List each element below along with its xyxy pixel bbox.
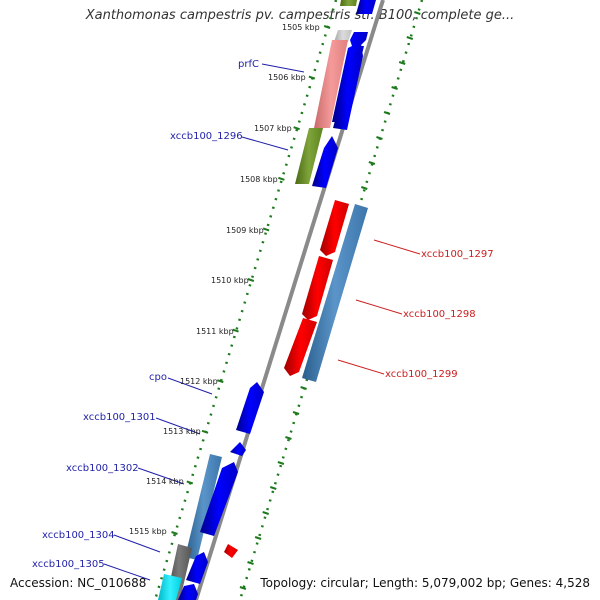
gene-label-xccb100-1305[interactable]: xccb100_1305 xyxy=(32,559,105,570)
gene-blue-arrow-2 xyxy=(333,44,363,130)
tick-mark xyxy=(232,328,239,333)
gene-label-cpo[interactable]: cpo xyxy=(149,372,167,383)
gene-block-cyan-1305 xyxy=(158,574,182,600)
gene-blue-arrow-3 xyxy=(312,136,338,188)
grid-dash xyxy=(269,486,277,490)
tick-label-1511: 1511 kbp xyxy=(196,327,234,336)
tick-mark xyxy=(323,25,331,29)
tick-label-1514: 1514 kbp xyxy=(146,477,184,486)
grid-dash xyxy=(360,186,368,190)
gene-label-prfC[interactable]: prfC xyxy=(238,59,259,70)
genome-summary-text: Topology: circular; Length: 5,079,002 bp… xyxy=(260,576,590,590)
grid-dash xyxy=(368,161,376,165)
grid-line-left xyxy=(153,0,338,600)
gene-label-xccb100-1299[interactable]: xccb100_1299 xyxy=(385,369,458,380)
gene-blue-top xyxy=(356,0,376,14)
grid-dash xyxy=(406,36,414,40)
gene-label-xccb100-1302[interactable]: xccb100_1302 xyxy=(66,463,139,474)
gene-block-steel-1302 xyxy=(185,454,222,560)
tick-mark xyxy=(201,429,209,434)
gene-red-1297 xyxy=(320,200,349,256)
grid-dash xyxy=(262,511,270,515)
tick-mark xyxy=(216,379,224,384)
label-leaders xyxy=(103,63,421,581)
grid-dash xyxy=(247,561,254,565)
tick-label-1507: 1507 kbp xyxy=(254,124,292,133)
map-title: Xanthomonas campestris pv. campestris st… xyxy=(85,8,515,23)
gene-label-xccb100-1296[interactable]: xccb100_1296 xyxy=(170,131,243,142)
tick-label-1515: 1515 kbp xyxy=(129,527,167,536)
gene-label-xccb100-1304[interactable]: xccb100_1304 xyxy=(42,530,115,541)
tick-label-1508: 1508 kbp xyxy=(240,175,278,184)
gene-red-1298 xyxy=(302,256,333,320)
grid-dash xyxy=(239,586,247,590)
grid-dash xyxy=(376,136,383,140)
tick-mark xyxy=(247,278,255,282)
gene-blue-arrow-1305 xyxy=(178,584,198,600)
gene-blue-small xyxy=(230,442,246,456)
grid-dash xyxy=(383,111,391,115)
tick-label-1510: 1510 kbp xyxy=(211,276,249,285)
gene-red-small-bottom xyxy=(224,544,238,558)
tick-marks xyxy=(171,25,331,535)
grid-dash xyxy=(254,536,262,540)
gene-steel-1297-1299 xyxy=(302,204,368,382)
gene-block-lightgray xyxy=(334,30,352,42)
gene-label-xccb100-1298[interactable]: xccb100_1298 xyxy=(403,309,476,320)
grid-dash xyxy=(277,461,285,465)
accession-text: Accession: NC_010688 xyxy=(10,576,147,590)
gene-label-xccb100-1297[interactable]: xccb100_1297 xyxy=(421,249,494,260)
grid-dash xyxy=(414,11,421,15)
gene-blue-arrow-1302 xyxy=(200,462,238,536)
grid-dash xyxy=(391,86,398,90)
gene-block-olive xyxy=(295,128,323,184)
tick-mark xyxy=(293,126,300,131)
tick-mark xyxy=(278,176,285,181)
grid-dash xyxy=(398,61,406,65)
tick-label-1513: 1513 kbp xyxy=(163,427,201,436)
tick-mark xyxy=(262,227,270,232)
gene-label-xccb100-1301[interactable]: xccb100_1301 xyxy=(83,412,156,423)
tick-mark xyxy=(308,75,316,80)
gene-prfC-pink xyxy=(314,40,348,128)
gene-red-1299 xyxy=(284,318,317,376)
grid-line-right xyxy=(238,0,424,600)
tick-label-1512: 1512 kbp xyxy=(180,377,218,386)
grid-dash xyxy=(292,411,300,415)
gene-blue-cpo-arrow xyxy=(236,382,264,434)
grid-dash xyxy=(300,386,307,390)
tick-label-1509: 1509 kbp xyxy=(226,226,264,235)
grid-dash xyxy=(285,436,292,440)
gene-blue-arrow-1304 xyxy=(186,552,208,584)
tick-mark xyxy=(186,480,194,485)
tick-label-1506: 1506 kbp xyxy=(268,73,306,82)
gene-block-top-olive xyxy=(340,0,357,6)
tick-mark xyxy=(171,531,178,535)
tick-label-1505: 1505 kbp xyxy=(282,23,320,32)
